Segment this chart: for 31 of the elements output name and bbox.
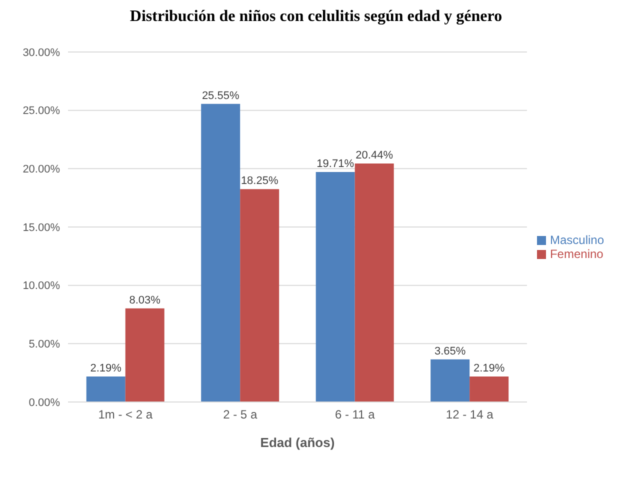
data-label: 2.19% xyxy=(473,362,505,374)
x-tick-label: 2 - 5 a xyxy=(223,408,258,422)
data-label: 19.71% xyxy=(316,158,354,170)
bar xyxy=(316,172,355,402)
data-label: 20.44% xyxy=(356,150,394,162)
y-tick-label: 15.00% xyxy=(22,222,60,234)
y-tick-label: 20.00% xyxy=(22,164,60,176)
y-tick-label: 10.00% xyxy=(22,280,60,292)
bar xyxy=(430,359,470,402)
bar xyxy=(86,376,126,402)
chart-title: Distribución de niños con celulitis según edad y género xyxy=(128,8,504,27)
bar xyxy=(125,308,164,402)
data-label: 8.03% xyxy=(129,294,161,306)
bar xyxy=(470,376,509,402)
y-tick-label: 0.00% xyxy=(28,396,60,409)
y-tick-label: 25.00% xyxy=(22,105,60,118)
bar xyxy=(354,164,394,402)
x-tick-label: 12 - 14 a xyxy=(446,408,494,422)
data-label: 25.55% xyxy=(202,90,240,102)
y-tick-label: 5.00% xyxy=(28,338,60,351)
legend-label: Masculino xyxy=(550,233,604,247)
x-tick-label: 6 - 11 a xyxy=(334,408,376,422)
data-label: 3.65% xyxy=(434,345,466,358)
x-axis-title: Edad (años) xyxy=(260,435,335,450)
bar xyxy=(201,104,240,402)
data-label: 2.19% xyxy=(90,362,122,374)
legend-label: Femenino xyxy=(550,247,604,261)
x-tick-label: 1m - < 2 a xyxy=(98,408,153,422)
bar xyxy=(240,189,280,402)
y-tick-label: 30.00% xyxy=(22,46,60,59)
data-label: 18.25% xyxy=(240,175,278,188)
